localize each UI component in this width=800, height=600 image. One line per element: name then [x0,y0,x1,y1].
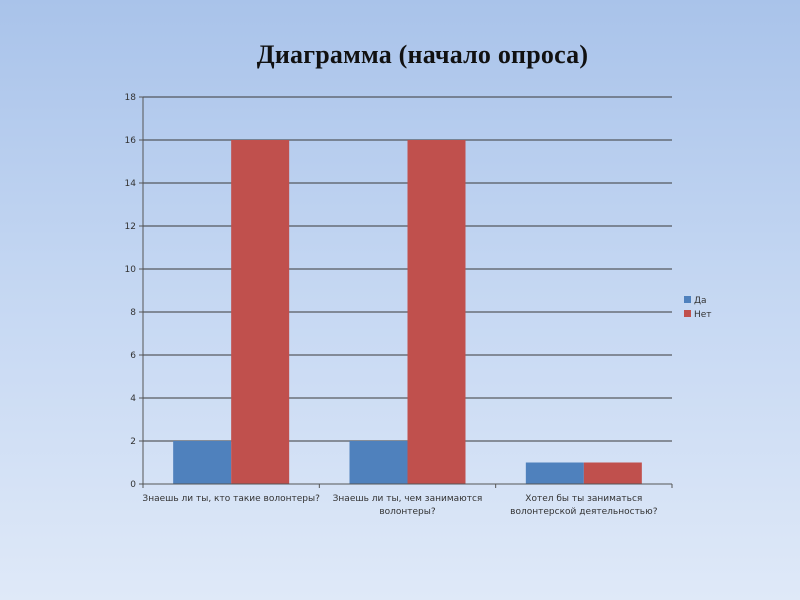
y-tick-label: 4 [130,394,136,404]
y-tick-label: 12 [125,222,136,232]
y-tick-label: 0 [130,480,136,490]
x-axis-labels: Знаешь ли ты, кто такие волонтеры? Знаешь… [142,494,657,517]
y-tick-label: 2 [130,437,136,447]
x-category-label: Хотел бы ты заниматься [525,494,642,504]
bar-no [407,140,466,484]
axes [142,97,673,488]
x-category-label: волонтерской деятельностью? [510,507,658,517]
y-axis-ticks: 0 2 4 6 8 10 12 14 16 18 [125,93,143,490]
bar-yes [525,462,584,484]
y-tick-label: 10 [125,265,137,275]
y-tick-label: 18 [125,93,137,103]
legend-label: Нет [694,310,712,320]
x-category-label: Знаешь ли ты, кто такие волонтеры? [142,494,320,504]
legend-label: Да [694,296,707,306]
x-category-label: Знаешь ли ты, чем занимаются [333,494,483,504]
bar-yes [173,441,232,484]
bar-no [231,140,290,484]
y-tick-label: 16 [125,136,137,146]
bar-no [583,462,642,484]
x-category-label: волонтеры? [379,507,436,517]
legend-swatch [684,296,691,303]
bars [173,140,642,484]
page-title: Диаграмма (начало опроса) [256,40,589,69]
legend: Да Нет [684,296,712,320]
y-tick-label: 8 [130,308,136,318]
y-tick-label: 6 [130,351,136,361]
legend-swatch [684,310,691,317]
bar-yes [349,441,408,484]
y-tick-label: 14 [125,179,137,189]
